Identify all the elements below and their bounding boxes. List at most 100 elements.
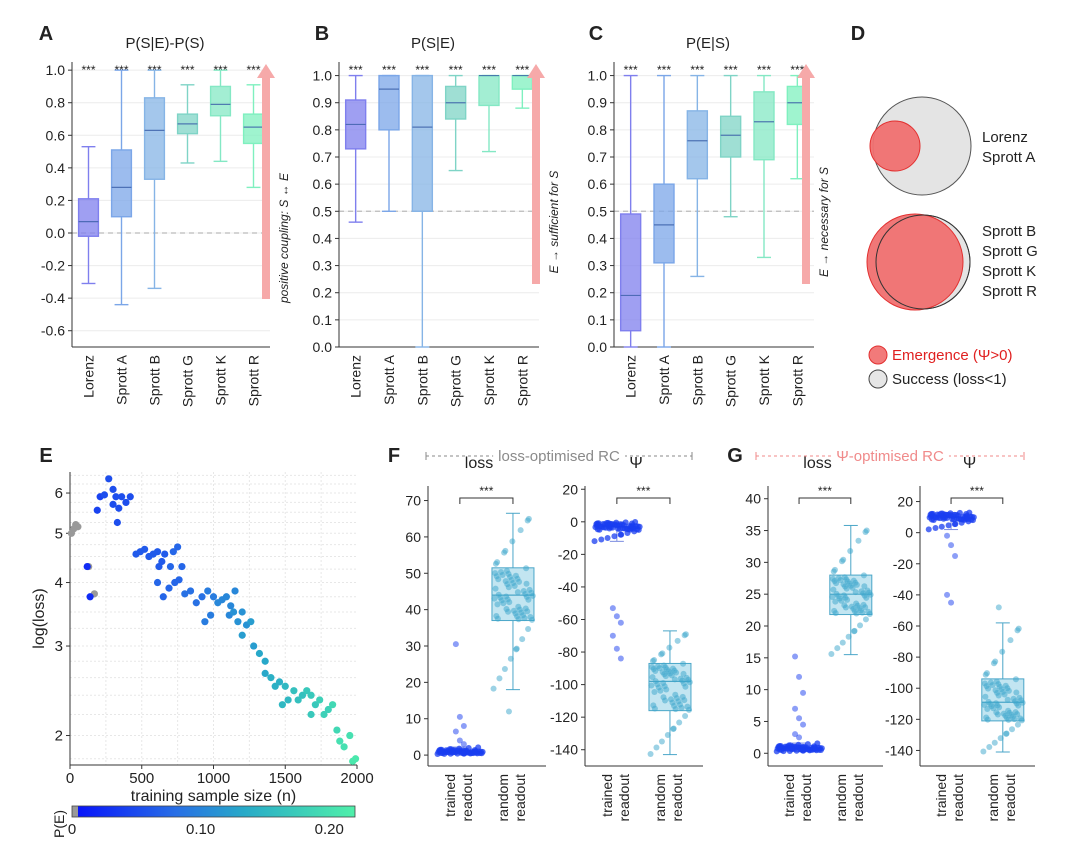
- significance-marker: ***: [415, 63, 429, 77]
- panel-d: Lorenz Sprott A Sprott B Sprott G Sprott K Sp…: [866, 96, 1038, 389]
- scatter-point: [231, 587, 239, 595]
- outlier-point: [948, 599, 955, 606]
- strip-point: [492, 560, 499, 567]
- scatter-point: [153, 578, 162, 587]
- box-lorenz: [619, 213, 642, 332]
- venn-emergence-circle: [869, 120, 921, 172]
- scatter-point: [181, 590, 189, 598]
- scatter-point: [201, 618, 209, 626]
- outlier-point: [609, 605, 616, 612]
- scatter-point: [153, 548, 162, 556]
- category-label: readout: [616, 774, 632, 822]
- scatter-point: [93, 506, 101, 514]
- significance-marker: ***: [482, 63, 496, 77]
- strip-point: [832, 610, 839, 617]
- y-tick-label: 5: [753, 713, 761, 729]
- scatter-point: [192, 599, 200, 607]
- scatter-point: [311, 701, 319, 709]
- strip-point: [853, 581, 860, 588]
- strip-point: [681, 632, 688, 639]
- colorbar-tick-label: 0: [68, 821, 76, 838]
- y-tick-label: 0.3: [588, 258, 608, 274]
- strip-point: [964, 514, 971, 521]
- y-tick-label: 30: [745, 554, 761, 570]
- y-tick-label: -120: [550, 709, 578, 725]
- x-tick-label: 1000: [197, 770, 230, 787]
- scatter-point: [278, 701, 286, 709]
- strip-point: [932, 525, 939, 532]
- strip-point: [496, 675, 503, 682]
- strip-point: [674, 637, 681, 644]
- strip-point: [671, 676, 678, 683]
- outlier-point: [617, 655, 624, 662]
- strip-point: [984, 706, 991, 713]
- y-tick-label: 0: [753, 745, 761, 761]
- strip-point: [658, 651, 665, 658]
- y-tick-label: 2: [55, 728, 63, 745]
- strip-point: [629, 523, 636, 530]
- y-tick-label: 0.3: [313, 258, 333, 274]
- significance-marker: ***: [724, 63, 738, 77]
- y-tick-label: 4: [55, 575, 63, 592]
- strip-point: [859, 609, 866, 616]
- strip-point: [929, 511, 936, 518]
- strip-point: [985, 685, 992, 692]
- y-tick-label: 1.0: [46, 62, 66, 78]
- y-tick-label: 0.6: [46, 127, 66, 143]
- significance-bracket: [798, 497, 852, 504]
- box-sprott-b: [411, 74, 434, 212]
- outlier-point: [792, 653, 799, 660]
- panel-letter-e: E: [39, 445, 52, 467]
- y-tick-label: 0.5: [313, 203, 333, 219]
- colorbar-frame: [71, 805, 356, 818]
- box-sprott-a: [653, 183, 675, 264]
- strip-point: [812, 745, 819, 752]
- scatter-point: [109, 485, 117, 493]
- strip-point: [851, 628, 858, 635]
- panel-b: 0.0 0.1 0.2 0.3 0.4 0.5 0.6 0.7 0.8 0.9 1.0 P(S|E) *…: [313, 35, 561, 407]
- strip-point: [845, 633, 852, 640]
- outlier-point: [944, 591, 951, 598]
- box-sprott-g: [719, 115, 742, 158]
- strip-point: [951, 521, 958, 528]
- category-label: Sprott B: [414, 355, 430, 406]
- strip-point: [678, 704, 685, 711]
- category-label: trained: [781, 774, 797, 817]
- strip-point: [505, 608, 512, 615]
- scatter-point: [86, 593, 94, 601]
- strip-point: [653, 744, 660, 751]
- annotation-arrow-body: [802, 74, 810, 284]
- y-tick-label: 5: [55, 525, 63, 542]
- scatter-point: [222, 593, 231, 601]
- scatter-point: [74, 523, 82, 531]
- y-tick-label: -140: [550, 742, 578, 758]
- significance-marker: ***: [624, 63, 638, 77]
- y-tick-label: -40: [893, 587, 913, 603]
- strip-point: [997, 735, 1004, 742]
- strip-point: [844, 596, 851, 603]
- panel-letter-g: G: [727, 445, 743, 467]
- outlier-point: [456, 737, 463, 744]
- strip-point: [1004, 696, 1011, 703]
- scatter-point: [336, 737, 344, 745]
- y-tick-label: 1.0: [313, 68, 333, 84]
- strip-point: [834, 645, 841, 652]
- colorbar-zero-swatch: [72, 806, 78, 817]
- strip-point: [606, 525, 613, 532]
- significance-marker: ***: [213, 63, 227, 77]
- y-tick-label: 0.5: [588, 203, 608, 219]
- scatter-point: [126, 493, 134, 501]
- category-label: random: [652, 774, 668, 821]
- outlier-point: [952, 553, 959, 559]
- y-tick-label: 0.9: [588, 95, 608, 111]
- y-tick-label: -0.6: [41, 323, 65, 339]
- strip-point: [986, 743, 993, 750]
- strip-point: [982, 693, 989, 700]
- strip-point: [604, 534, 611, 541]
- category-label: Sprott K: [481, 354, 497, 405]
- strip-point: [525, 625, 532, 632]
- y-tick-label: 0.1: [313, 312, 333, 328]
- annotation-arrow-body: [262, 74, 270, 299]
- group-title-background: [831, 447, 949, 466]
- category-label: Sprott G: [448, 355, 464, 407]
